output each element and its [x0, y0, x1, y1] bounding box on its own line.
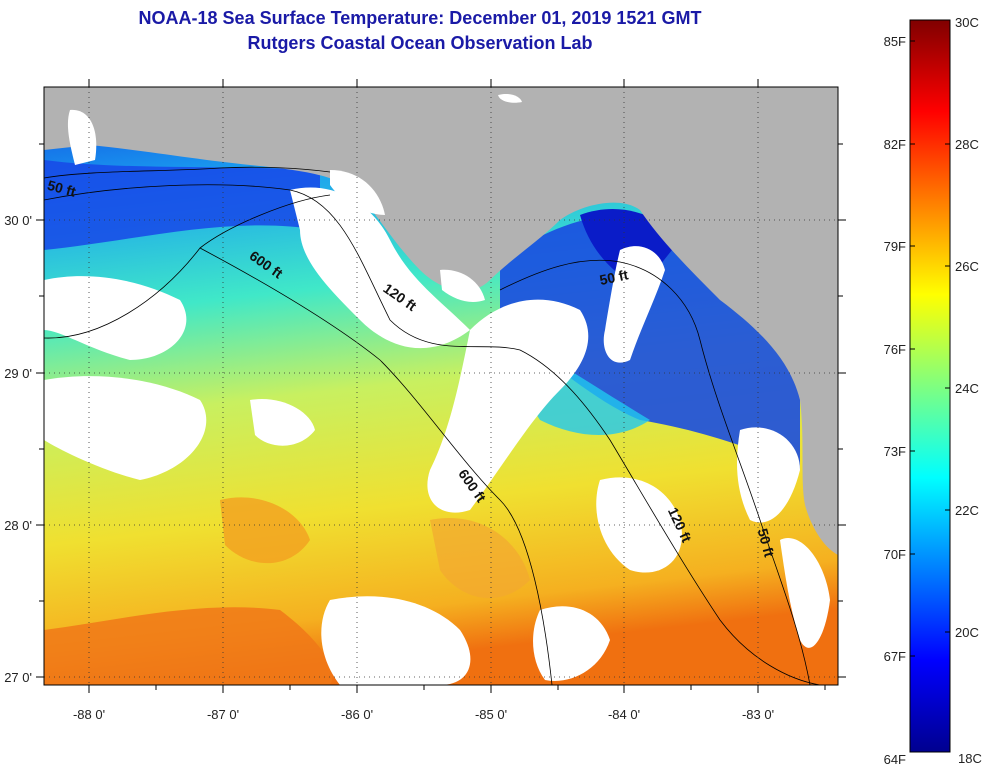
lat-tick-label: 30 0': [4, 213, 32, 228]
map-subtitle: Rutgers Coastal Ocean Observation Lab: [247, 33, 593, 53]
colorbar-f-label: 64F: [884, 752, 906, 767]
colorbar-ticks: [910, 40, 950, 657]
contour-600ft: [199, 247, 553, 685]
colorbar-f-label: 73F: [884, 444, 906, 459]
warm-water-patch: [220, 497, 310, 564]
contour-label-50ft: 50 ft: [755, 527, 778, 559]
contour-50ft: [499, 259, 811, 685]
lon-tick-label: -88 0': [73, 707, 105, 722]
colorbar-c-label: 20C: [955, 625, 979, 640]
colorbar-c-label: 28C: [955, 137, 979, 152]
lat-tick-label: 27 0': [4, 670, 32, 685]
colorbar-f-label: 67F: [884, 649, 906, 664]
axis-ticks: [36, 79, 846, 693]
latitude-labels: 27 0' 28 0' 29 0' 30 0': [4, 213, 32, 685]
lake: [498, 93, 522, 103]
map-title: NOAA-18 Sea Surface Temperature: Decembe…: [138, 8, 702, 28]
contour-50ft-west: [44, 166, 331, 179]
bay: [780, 538, 830, 648]
contour-120ft: [44, 184, 821, 685]
land-mass: [44, 87, 838, 555]
colorbar-c-label: 18C: [958, 751, 982, 766]
contour-label-50ft: 50 ft: [598, 266, 630, 288]
map-area: 600 ft 600 ft 120 ft 120 ft 50 ft 50 ft …: [44, 87, 838, 685]
colorbar-c-label: 26C: [955, 259, 979, 274]
colorbar-f-label: 82F: [884, 137, 906, 152]
colorbar-f-label: 79F: [884, 239, 906, 254]
colorbar-c-label: 24C: [955, 381, 979, 396]
colorbar-c-label: 22C: [955, 503, 979, 518]
cloud-mask: [427, 299, 589, 513]
warm-water-patch: [430, 518, 530, 599]
colorbar-gradient: [909, 19, 951, 753]
lon-tick-label: -86 0': [341, 707, 373, 722]
longitude-labels: -88 0' -87 0' -86 0' -85 0' -84 0' -83 0…: [73, 707, 774, 722]
cloud-mask: [321, 596, 471, 685]
lon-tick-label: -85 0': [475, 707, 507, 722]
colorbar-c-label: 30C: [955, 15, 979, 30]
cloud-mask: [44, 376, 207, 480]
bay: [440, 269, 485, 302]
cloud-mask: [44, 276, 187, 360]
colorbar-f-label: 85F: [884, 34, 906, 49]
lon-tick-label: -83 0': [742, 707, 774, 722]
warm-water-southwest: [44, 607, 333, 685]
lon-tick-label: -87 0': [207, 707, 239, 722]
cloud-mask: [603, 246, 665, 363]
lat-tick-label: 29 0': [4, 366, 32, 381]
colorbar-f-label: 70F: [884, 547, 906, 562]
cloud-mask: [250, 399, 315, 446]
colorbar-f-label: 76F: [884, 342, 906, 357]
cloud-mask: [290, 187, 470, 349]
cold-nearshore-water: [44, 160, 320, 250]
map-frame: [43, 86, 839, 686]
colorbar: 85F 82F 79F 76F 73F 70F 67F 64F 30C 28C …: [884, 15, 982, 767]
lat-tick-label: 28 0': [4, 518, 32, 533]
contour-600ft: [44, 194, 331, 339]
contour-label-50ft-west: 50 ft: [46, 177, 78, 200]
cloud-mask: [533, 606, 610, 681]
lon-tick-label: -84 0': [608, 707, 640, 722]
bay: [330, 170, 385, 215]
bay: [67, 109, 97, 165]
